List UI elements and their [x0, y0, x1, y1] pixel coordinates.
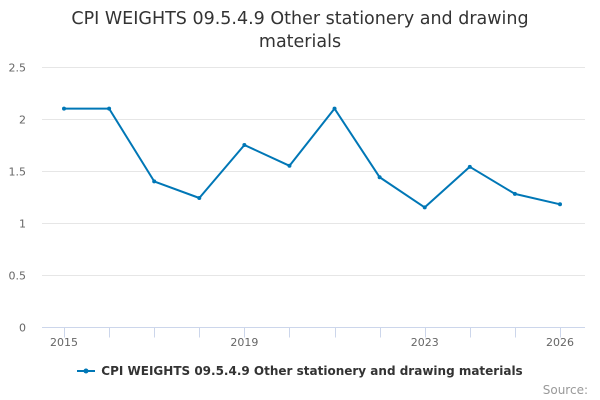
- data-point: [512, 191, 517, 196]
- data-point: [62, 106, 66, 111]
- x-axis: 2015 2019 2023 2026: [42, 327, 585, 349]
- y-tick-label: 0.5: [9, 270, 27, 283]
- credits-source: Source:: [542, 383, 588, 397]
- data-point: [558, 202, 562, 207]
- grid-lines: [42, 67, 585, 276]
- data-point: [197, 196, 202, 201]
- data-point: [422, 205, 427, 210]
- y-axis-labels: 0 0.5 1 1.5 2 2.5: [9, 62, 27, 335]
- data-point: [152, 179, 157, 184]
- x-tick-label: 2019: [230, 336, 258, 349]
- x-tick-label: 2015: [50, 336, 78, 349]
- y-tick-label: 1: [19, 218, 26, 231]
- legend-series-label: CPI WEIGHTS 09.5.4.9 Other stationery an…: [101, 364, 523, 378]
- data-point: [377, 175, 382, 180]
- data-point: [467, 164, 472, 169]
- x-tick-label: 2023: [411, 336, 439, 349]
- data-point: [107, 106, 112, 111]
- chart-title: CPI WEIGHTS 09.5.4.9 Other stationery an…: [71, 9, 529, 52]
- y-tick-label: 2.5: [9, 62, 27, 75]
- data-point: [332, 106, 337, 111]
- series-line: [63, 107, 561, 209]
- y-tick-label: 1.5: [9, 166, 27, 179]
- y-tick-label: 2: [19, 114, 26, 127]
- data-point: [287, 163, 292, 168]
- legend-series-symbol: [77, 368, 96, 374]
- data-point: [242, 143, 247, 147]
- x-tick-label: 2026: [546, 336, 574, 349]
- y-tick-label: 0: [19, 322, 26, 335]
- series-line-group: [62, 106, 562, 210]
- legend[interactable]: CPI WEIGHTS 09.5.4.9 Other stationery an…: [0, 364, 600, 378]
